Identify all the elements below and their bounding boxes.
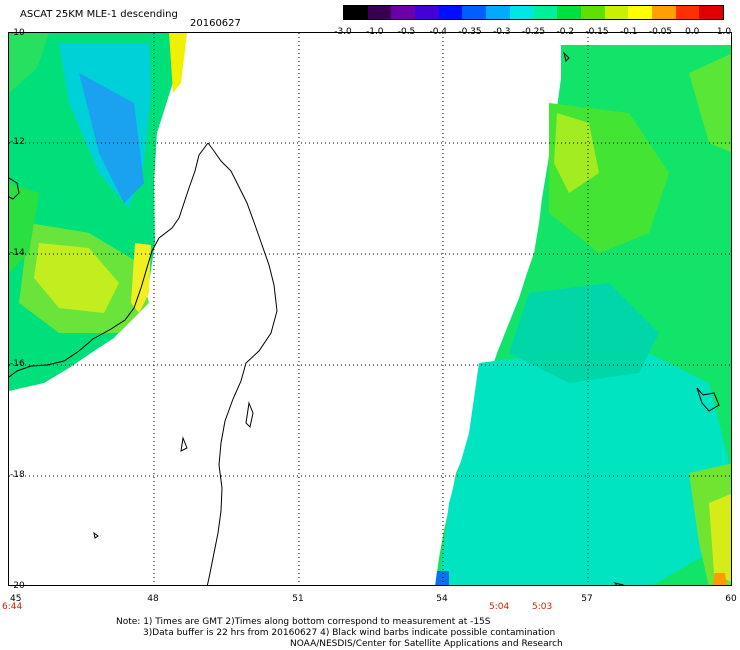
chart-title: ASCAT 25KM MLE-1 descending 20160627 bbox=[20, 9, 241, 29]
color-scale-segment bbox=[438, 6, 463, 19]
color-scale-segment bbox=[580, 6, 605, 19]
note-line-2: 3)Data buffer is 22 hrs from 20160627 4)… bbox=[143, 628, 556, 638]
east-swath bbox=[435, 45, 731, 585]
color-scale-segment bbox=[509, 6, 534, 19]
lon-label-48: 48 bbox=[147, 594, 159, 604]
lat-label-20: -20 bbox=[10, 581, 25, 591]
color-scale-segment bbox=[486, 6, 510, 19]
color-scale-segment bbox=[604, 6, 629, 19]
color-scale-segment bbox=[651, 6, 676, 19]
color-scale-bar bbox=[343, 5, 724, 20]
time-label-east-2: 5:03 bbox=[532, 602, 553, 612]
lon-label-60: 60 bbox=[725, 594, 737, 604]
lat-label-12: -12 bbox=[10, 137, 25, 147]
map-panel bbox=[8, 32, 732, 586]
time-label-west: 6:44 bbox=[2, 602, 23, 612]
lat-label-18: -18 bbox=[10, 470, 25, 480]
color-scale-segment bbox=[675, 6, 700, 19]
lat-label-16: -16 bbox=[10, 359, 25, 369]
color-scale-segment bbox=[391, 6, 416, 19]
note-line-3: NOAA/NESDIS/Center for Satellite Applica… bbox=[290, 639, 563, 649]
color-scale-segment bbox=[628, 6, 652, 19]
lat-label-10: -10 bbox=[10, 28, 25, 38]
lon-label-45: 45 bbox=[10, 594, 22, 604]
color-scale-segment bbox=[344, 6, 368, 19]
lat-label-14: -14 bbox=[10, 248, 25, 258]
lon-label-51: 51 bbox=[292, 594, 304, 604]
west-swath bbox=[9, 33, 187, 391]
color-scale-segment bbox=[557, 6, 581, 19]
time-label-east-1: 5:04 bbox=[489, 602, 510, 612]
product-date: 20160627 bbox=[190, 18, 241, 29]
color-scale-segment bbox=[415, 6, 439, 19]
color-scale-segment bbox=[533, 6, 558, 19]
lon-label-54: 54 bbox=[436, 594, 448, 604]
product-title: ASCAT 25KM MLE-1 descending bbox=[20, 9, 178, 20]
graticule bbox=[9, 33, 731, 585]
color-scale-segment bbox=[367, 6, 392, 19]
coastline bbox=[9, 51, 720, 585]
swath-map bbox=[9, 33, 731, 585]
color-scale-segment bbox=[699, 6, 723, 19]
color-scale-segment bbox=[462, 6, 487, 19]
note-line-1: Note: 1) Times are GMT 2)Times along bot… bbox=[116, 617, 491, 627]
lon-label-57: 57 bbox=[581, 594, 593, 604]
